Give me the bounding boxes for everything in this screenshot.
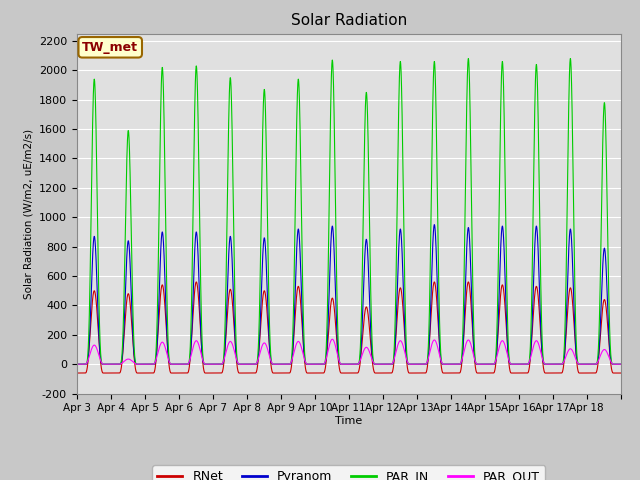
Pyranom xyxy=(498,224,506,230)
Pyranom xyxy=(539,356,547,362)
Pyranom xyxy=(369,358,377,363)
PAR_IN xyxy=(398,106,406,112)
RNet xyxy=(193,279,200,285)
PAR_IN xyxy=(617,361,625,367)
Pyranom xyxy=(73,361,81,367)
Line: Pyranom: Pyranom xyxy=(77,225,621,364)
PAR_OUT xyxy=(73,361,81,367)
RNet xyxy=(398,295,406,300)
RNet xyxy=(498,282,506,288)
Title: Solar Radiation: Solar Radiation xyxy=(291,13,407,28)
PAR_IN xyxy=(525,360,532,366)
RNet xyxy=(369,363,377,369)
Line: PAR_IN: PAR_IN xyxy=(77,59,621,364)
PAR_IN xyxy=(73,361,81,367)
X-axis label: Time: Time xyxy=(335,416,362,426)
Line: RNet: RNet xyxy=(77,282,621,373)
RNet xyxy=(617,370,625,376)
PAR_OUT xyxy=(539,357,547,362)
Pyranom xyxy=(617,361,625,367)
PAR_IN xyxy=(465,56,472,61)
Legend: RNet, Pyranom, PAR_IN, PAR_OUT: RNet, Pyranom, PAR_IN, PAR_OUT xyxy=(152,465,545,480)
PAR_OUT xyxy=(328,336,336,342)
RNet xyxy=(525,368,532,374)
PAR_OUT xyxy=(186,358,193,364)
PAR_OUT xyxy=(525,360,532,366)
PAR_OUT xyxy=(398,340,406,346)
Pyranom xyxy=(398,247,406,253)
PAR_OUT xyxy=(369,359,377,364)
Pyranom xyxy=(186,359,193,364)
RNet xyxy=(186,362,193,368)
PAR_IN xyxy=(369,353,377,359)
RNet xyxy=(73,370,81,376)
PAR_IN xyxy=(498,61,506,67)
Y-axis label: Solar Radiation (W/m2, uE/m2/s): Solar Radiation (W/m2, uE/m2/s) xyxy=(23,129,33,299)
Line: PAR_OUT: PAR_OUT xyxy=(77,339,621,364)
RNet xyxy=(539,359,547,365)
PAR_IN xyxy=(539,350,547,356)
Pyranom xyxy=(431,222,438,228)
PAR_OUT xyxy=(617,361,625,367)
Pyranom xyxy=(525,361,532,367)
PAR_IN xyxy=(186,355,193,360)
PAR_OUT xyxy=(498,338,506,344)
Text: TW_met: TW_met xyxy=(82,41,138,54)
